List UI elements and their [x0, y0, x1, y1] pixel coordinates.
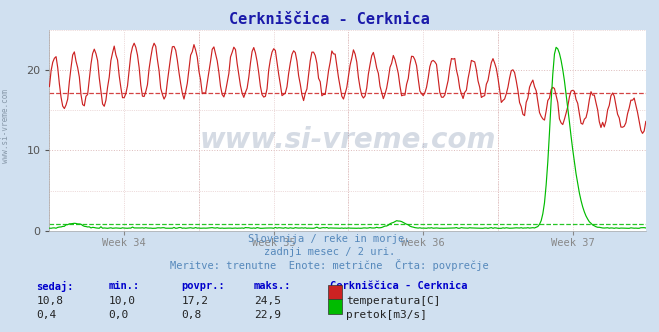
Text: temperatura[C]: temperatura[C] [346, 296, 440, 306]
Text: sedaj:: sedaj: [36, 281, 74, 291]
Text: Slovenija / reke in morje.: Slovenija / reke in morje. [248, 234, 411, 244]
Text: pretok[m3/s]: pretok[m3/s] [346, 310, 427, 320]
Text: min.:: min.: [109, 281, 140, 290]
Text: Cerkniščica - Cerknica: Cerkniščica - Cerknica [229, 12, 430, 27]
Text: 0,8: 0,8 [181, 310, 202, 320]
Text: 0,4: 0,4 [36, 310, 57, 320]
Text: povpr.:: povpr.: [181, 281, 225, 290]
Text: 0,0: 0,0 [109, 310, 129, 320]
Text: 10,8: 10,8 [36, 296, 63, 306]
Text: Cerkniščica - Cerknica: Cerkniščica - Cerknica [330, 281, 467, 290]
Text: 17,2: 17,2 [181, 296, 208, 306]
Text: 22,9: 22,9 [254, 310, 281, 320]
Text: 10,0: 10,0 [109, 296, 136, 306]
Text: www.si-vreme.com: www.si-vreme.com [1, 89, 10, 163]
Text: zadnji mesec / 2 uri.: zadnji mesec / 2 uri. [264, 247, 395, 257]
Text: www.si-vreme.com: www.si-vreme.com [200, 126, 496, 154]
Text: 24,5: 24,5 [254, 296, 281, 306]
Text: Meritve: trenutne  Enote: metrične  Črta: povprečje: Meritve: trenutne Enote: metrične Črta: … [170, 259, 489, 271]
Text: maks.:: maks.: [254, 281, 291, 290]
